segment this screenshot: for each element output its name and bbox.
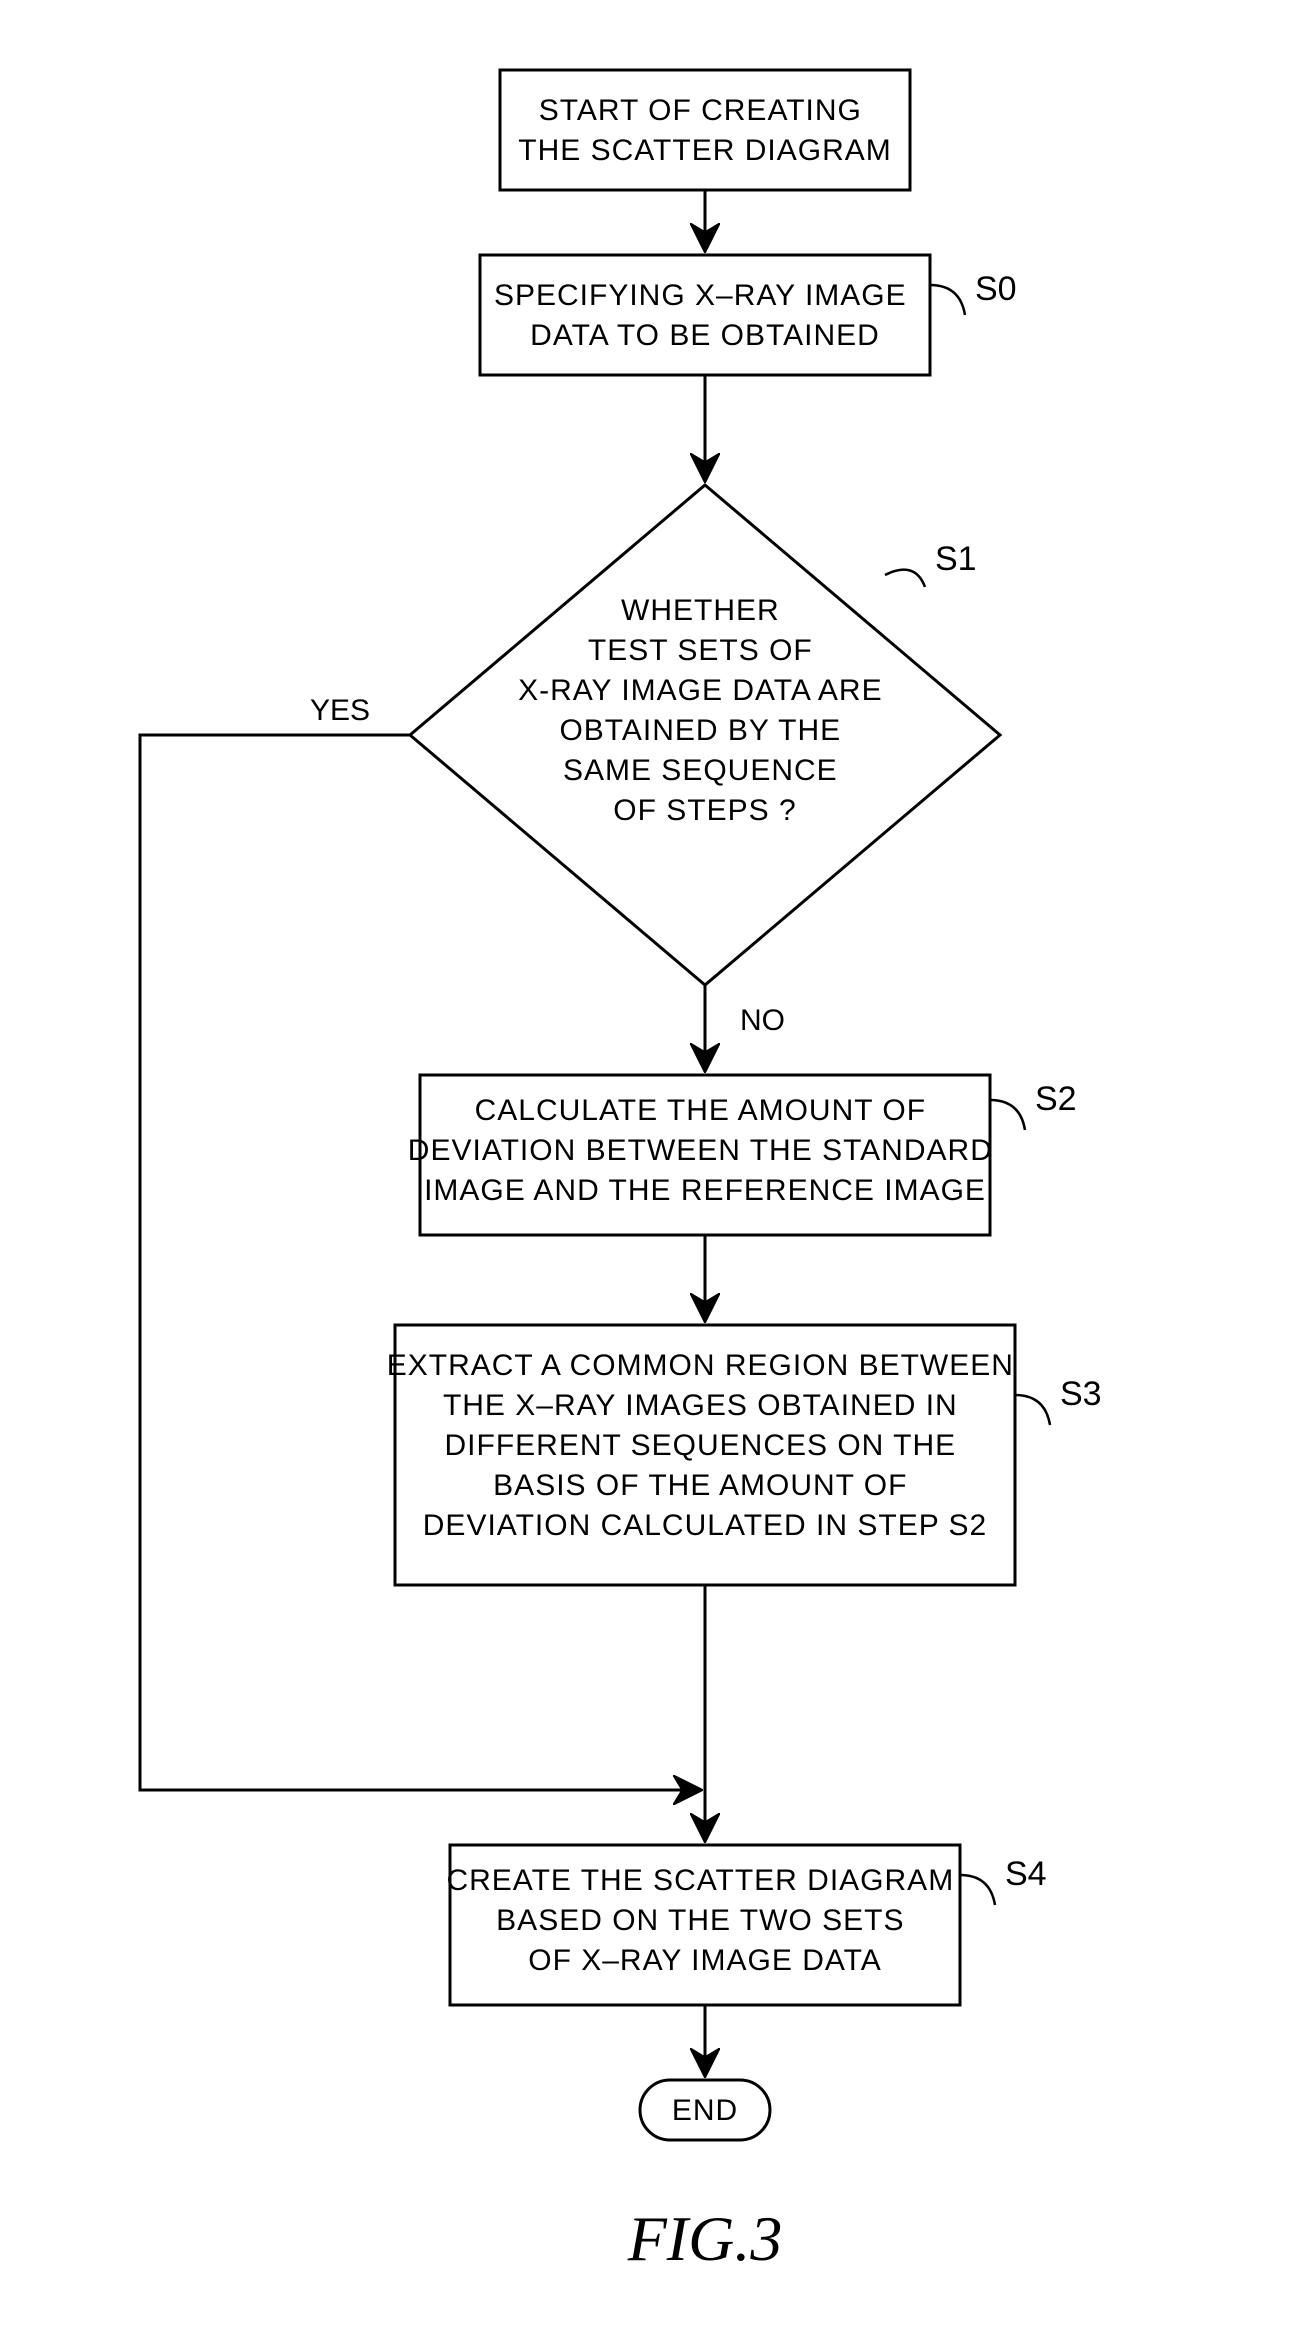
s1-tag-curve	[885, 570, 925, 587]
s4-line3: OF X–RAY IMAGE DATA	[528, 1944, 882, 1977]
s0-tag: S0	[975, 270, 1017, 308]
s4-line1: CREATE THE SCATTER DIAGRAM	[446, 1864, 954, 1897]
s4-tag-curve	[960, 1875, 995, 1905]
s2-tag-curve	[990, 1100, 1025, 1130]
s2-line3: IMAGE AND THE REFERENCE IMAGE	[424, 1174, 986, 1207]
s1-line2: TEST SETS OF	[588, 634, 813, 667]
s0-line1: SPECIFYING X–RAY IMAGE	[494, 279, 907, 312]
svg-text:CALCULATE THE AMOUNT OF: CALCULATE THE AMOUNT OF DEVIATION BETWEE…	[408, 1094, 1002, 1207]
step-s0: SPECIFYING X–RAY IMAGE DATA TO BE OBTAIN…	[480, 255, 1017, 375]
s3-line5: DEVIATION CALCULATED IN STEP S2	[423, 1509, 987, 1542]
s1-line4: OBTAINED BY THE	[559, 714, 841, 747]
no-label: NO	[740, 1004, 785, 1037]
s0-line2: DATA TO BE OBTAINED	[530, 319, 880, 352]
s4-line2: BASED ON THE TWO SETS	[496, 1904, 904, 1937]
s1-line5: SAME SEQUENCE	[563, 754, 838, 787]
s0-tag-curve	[930, 285, 965, 315]
s1-line1: WHETHER	[621, 594, 780, 627]
s1-line3: X-RAY IMAGE DATA ARE	[518, 674, 883, 707]
s2-line1: CALCULATE THE AMOUNT OF	[475, 1094, 926, 1127]
s3-tag-curve	[1015, 1395, 1050, 1425]
step-s4: CREATE THE SCATTER DIAGRAM BASED ON THE …	[446, 1845, 1046, 2005]
end-terminator: END	[640, 2080, 770, 2140]
figure-label: FIG.3	[627, 2203, 783, 2274]
flowchart-canvas: START OF CREATING THE SCATTER DIAGRAM SP…	[0, 0, 1299, 2340]
step-s2: CALCULATE THE AMOUNT OF DEVIATION BETWEE…	[408, 1075, 1077, 1235]
s3-tag: S3	[1060, 1375, 1102, 1413]
svg-text:EXTRACT A COMMON REGION BETWEE: EXTRACT A COMMON REGION BETWEEN THE X–RA…	[387, 1349, 1024, 1542]
start-line1: START OF CREATING	[539, 94, 862, 127]
end-label: END	[672, 2094, 738, 2127]
start-box: START OF CREATING THE SCATTER DIAGRAM	[500, 70, 910, 190]
s3-line4: BASIS OF THE AMOUNT OF	[493, 1469, 907, 1502]
s1-line6: OF STEPS ?	[613, 794, 796, 827]
s2-tag: S2	[1035, 1080, 1077, 1118]
start-line2: THE SCATTER DIAGRAM	[518, 134, 891, 167]
s3-line1: EXTRACT A COMMON REGION BETWEEN	[387, 1349, 1014, 1382]
decision-s1: WHETHER TEST SETS OF X-RAY IMAGE DATA AR…	[410, 485, 1000, 985]
s3-line3: DIFFERENT SEQUENCES ON THE	[445, 1429, 957, 1462]
s2-line2: DEVIATION BETWEEN THE STANDARD	[408, 1134, 993, 1167]
step-s3: EXTRACT A COMMON REGION BETWEEN THE X–RA…	[387, 1325, 1102, 1585]
yes-label: YES	[310, 694, 370, 727]
s3-line2: THE X–RAY IMAGES OBTAINED IN	[443, 1389, 958, 1422]
s4-tag: S4	[1005, 1855, 1047, 1893]
s1-tag: S1	[935, 540, 977, 578]
